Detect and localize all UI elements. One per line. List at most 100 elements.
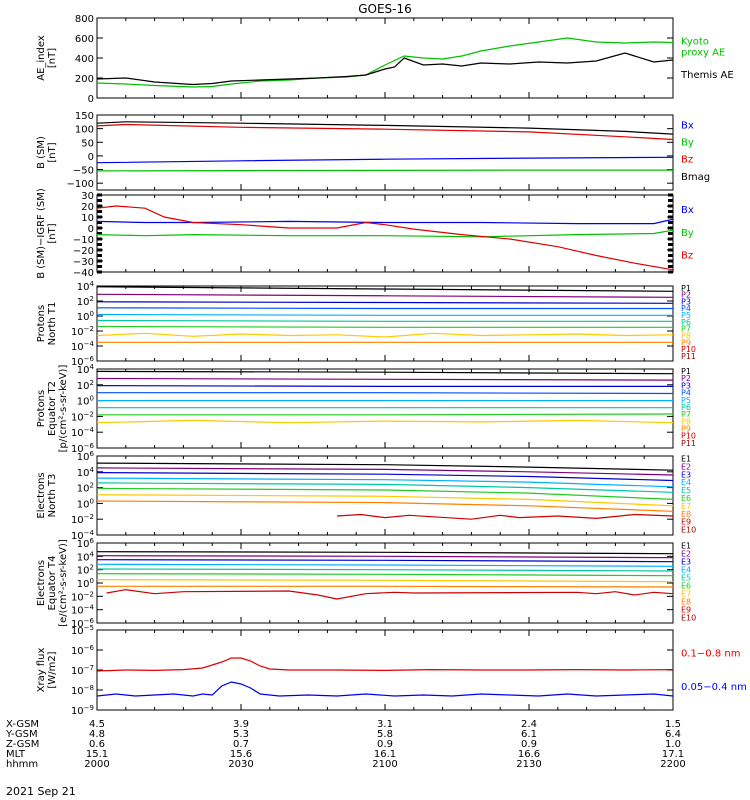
ephemeris-value: 4.8 — [89, 729, 105, 740]
series-line-E8 — [97, 585, 673, 588]
legend-P1: P1 — [681, 284, 691, 293]
series-line-By — [97, 169, 673, 172]
y-tick-label: 100 — [77, 310, 94, 323]
panel-frame — [96, 17, 674, 99]
series-line-Bz — [97, 123, 673, 141]
legend-By: By — [681, 228, 694, 239]
y-axis-label: AE_index[nT] — [36, 35, 58, 81]
ephemeris-value: 3.1 — [377, 719, 393, 730]
y-tick-label: 100 — [77, 497, 94, 510]
y-tick-label: 20 — [81, 202, 94, 213]
y-tick-label: 200 — [75, 74, 94, 85]
y-tick-label: 104 — [77, 466, 95, 479]
date-label: 2021 Sep 21 — [6, 785, 76, 798]
series-line-E6 — [97, 573, 673, 577]
ephemeris-value: 2130 — [516, 759, 541, 770]
y-tick-label: 106 — [77, 450, 95, 463]
legend-E3: E3 — [681, 470, 691, 479]
legend-P2: P2 — [681, 374, 691, 383]
legend-Bx: Bx — [681, 121, 694, 132]
ephemeris-value: 5.3 — [233, 729, 249, 740]
panel-bsm: −100 −50 0 50 100 150 B (SM)[nT] Bx By Bz Bmag — [36, 111, 710, 191]
series-line-P4 — [97, 307, 673, 310]
panel-frame — [96, 542, 674, 624]
legend-E3: E3 — [681, 558, 691, 567]
series-line-P3 — [97, 385, 673, 387]
series-line-E5 — [97, 568, 673, 572]
series-line-E5 — [97, 482, 673, 493]
legend-P11: P11 — [681, 439, 696, 448]
y-tick-label: 0 — [88, 224, 94, 235]
ephemeris-value: 16.1 — [374, 749, 396, 760]
series-line-E2 — [97, 467, 673, 476]
y-tick-label: 10−8 — [71, 684, 94, 697]
y-tick-label: 400 — [75, 54, 94, 65]
legend-P11: P11 — [681, 352, 696, 361]
ephemeris-row-label: Z-GSM — [6, 739, 39, 750]
panel-xray: 10−5 10−6 10−7 10−8 10−9 Xray flux[W/m2] 0.1−0… — [36, 624, 747, 717]
ephemeris-value: 15.1 — [86, 749, 108, 760]
legend-Bmag: Bmag — [681, 172, 710, 183]
legend-P1: P1 — [681, 367, 691, 376]
y-axis-label: B (SM)−IGRF (SM)[nT] — [36, 188, 58, 279]
y-axis-label: ElectronsNorth T3 — [36, 472, 58, 518]
y-tick-label: 100 — [77, 395, 94, 408]
y-tick-label: 10−2 — [71, 513, 94, 526]
figure-title: GOES-16 — [358, 2, 412, 16]
y-tick-label: 102 — [77, 564, 94, 577]
legend-P9: P9 — [681, 338, 691, 347]
y-tick-label: 100 — [75, 125, 94, 136]
y-tick-label: 10−2 — [71, 590, 94, 603]
y-axis-label: ElectronsEquator T4[e/(cm²-s-sr-keV)] — [36, 539, 69, 627]
ephemeris-value: 2030 — [228, 759, 253, 770]
y-tick-label: 104 — [77, 363, 95, 376]
legend-E5: E5 — [681, 486, 691, 495]
ephemeris-row-label: Y-GSM — [5, 729, 38, 740]
series-line-Bx — [97, 156, 673, 164]
ephemeris-value: 0.9 — [377, 739, 393, 750]
legend-P7: P7 — [681, 410, 691, 419]
legend-E7: E7 — [681, 502, 691, 511]
legend-P4: P4 — [681, 304, 691, 313]
ephemeris-value: 2.4 — [521, 719, 537, 730]
y-tick-label: 10−4 — [71, 340, 95, 353]
ephemeris-row-label: hhmm — [6, 759, 38, 770]
legend-E8: E8 — [681, 510, 691, 519]
y-tick-label: −10 — [73, 235, 94, 246]
y-tick-label: 10 — [81, 213, 94, 224]
legend-Bz: Bz — [681, 250, 693, 261]
series-line-P7 — [97, 325, 673, 328]
legend-P6: P6 — [681, 318, 691, 327]
series-line-0.1-0.8 nm — [97, 657, 673, 672]
series-line-Bx — [97, 218, 673, 225]
series-line-E2 — [97, 555, 673, 559]
ephemeris-value: 2200 — [660, 759, 685, 770]
panel-electrons-equator: 10610410210010−210−410−6ElectronsEquator… — [36, 537, 696, 630]
legend-E5: E5 — [681, 574, 691, 583]
legend-0.05-0.4 nm: 0.05−0.4 nm — [681, 682, 747, 693]
series-line-Themis AE — [97, 52, 673, 86]
y-tick-label: 100 — [77, 577, 94, 590]
legend-P7: P7 — [681, 325, 691, 334]
series-line-P6 — [97, 319, 673, 322]
ephemeris-value: 0.6 — [89, 739, 105, 750]
series-line-E6 — [97, 487, 673, 500]
y-tick-label: −30 — [73, 257, 94, 268]
ephemeris-value: 2000 — [84, 759, 109, 770]
legend-P8: P8 — [681, 332, 691, 341]
series-line-0.05-0.4 nm — [97, 681, 673, 697]
y-tick-label: 0 — [88, 94, 94, 105]
ephemeris-value: 1.5 — [665, 719, 681, 730]
series-line-E9 — [106, 589, 673, 600]
series-line-P5 — [97, 313, 673, 316]
ephemeris-value: 3.9 — [233, 719, 249, 730]
ephemeris-value: 0.7 — [233, 739, 249, 750]
ephemeris-value: 6.4 — [665, 729, 681, 740]
series-line-P3 — [97, 301, 673, 304]
ephemeris-value: 6.1 — [521, 729, 537, 740]
y-tick-label: −50 — [73, 166, 94, 177]
legend-P5: P5 — [681, 311, 691, 320]
series-line-E7 — [97, 494, 673, 507]
